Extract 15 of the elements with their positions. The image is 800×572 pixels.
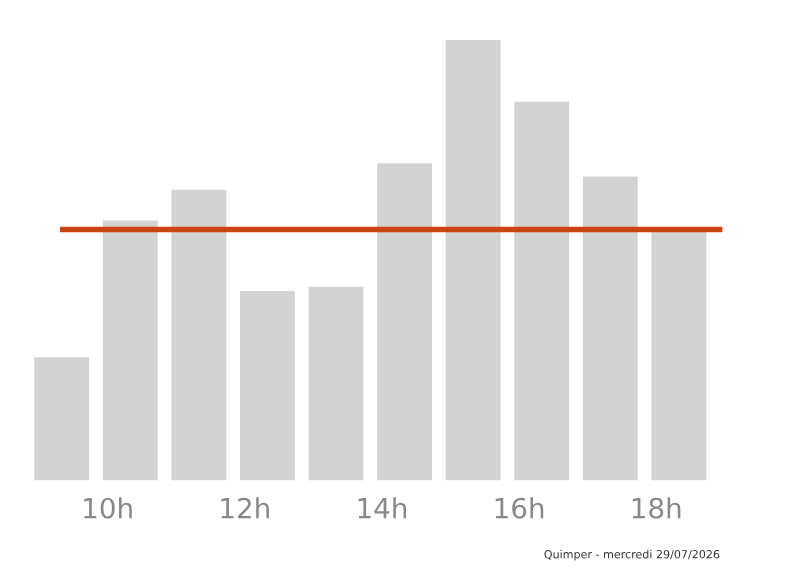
bar (240, 291, 295, 481)
bar (651, 229, 707, 481)
bar (377, 163, 432, 481)
bar (582, 176, 638, 481)
x-tick-label: 12h (221, 497, 269, 519)
x-tick-label: 18h (632, 497, 681, 519)
bar (514, 101, 570, 481)
x-tick-label: 10h (84, 497, 132, 519)
bar (308, 286, 364, 481)
x-tick-label: 14h (358, 497, 407, 519)
bar (34, 357, 90, 481)
bar (171, 189, 227, 481)
x-tick-label: 16h (495, 497, 544, 519)
bar (102, 220, 158, 481)
bar (445, 40, 501, 481)
